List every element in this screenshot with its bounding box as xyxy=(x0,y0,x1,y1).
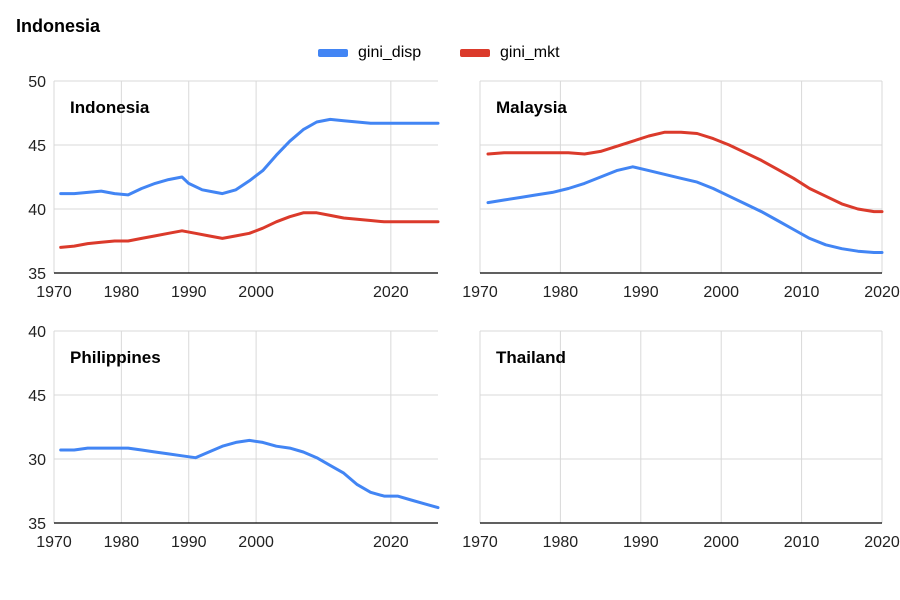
legend: gini_disp gini_mkt xyxy=(0,44,900,64)
series-line-malaysia-gini-disp xyxy=(486,165,884,254)
xtick-label-malaysia-4: 2010 xyxy=(784,284,820,301)
xtick-label-philippines-2: 1990 xyxy=(171,534,207,551)
xtick-label-indonesia-1: 1980 xyxy=(104,284,140,301)
xtick-label-thailand-3: 2000 xyxy=(703,534,739,551)
ytick-label-indonesia-3: 50 xyxy=(28,74,46,91)
panel-thailand: 1970 1980 1990 2000 2010 2020 Thailand xyxy=(462,330,900,551)
legend-item-gini-mkt[interactable]: gini_mkt xyxy=(460,44,560,62)
ytick-label-philippines-2: 45 xyxy=(28,388,46,405)
ytick-label-philippines-0: 35 xyxy=(28,516,46,533)
xtick-label-thailand-4: 2010 xyxy=(784,534,820,551)
legend-label-gini-mkt: gini_mkt xyxy=(500,44,560,61)
panel-label-malaysia: Malaysia xyxy=(496,98,567,117)
xtick-label-thailand-1: 1980 xyxy=(543,534,579,551)
xtick-label-philippines-4: 2020 xyxy=(373,534,409,551)
xtick-label-malaysia-5: 2020 xyxy=(864,284,900,301)
panel-philippines: 35 30 45 40 1970 1980 1990 2000 2020 Philippines xyxy=(28,324,440,551)
xtick-label-thailand-2: 1990 xyxy=(623,534,659,551)
ytick-label-philippines-1: 30 xyxy=(28,452,46,469)
legend-label-gini-disp: gini_disp xyxy=(358,44,422,61)
xtick-label-thailand-5: 2020 xyxy=(864,534,900,551)
xtick-label-malaysia-0: 1970 xyxy=(462,284,498,301)
xtick-label-malaysia-1: 1980 xyxy=(543,284,579,301)
xtick-label-indonesia-0: 1970 xyxy=(36,284,72,301)
xtick-label-philippines-3: 2000 xyxy=(238,534,274,551)
panel-indonesia: 35 40 45 50 1970 1980 1990 2000 2020 Indonesia xyxy=(28,74,440,301)
ytick-label-indonesia-1: 40 xyxy=(28,202,46,219)
legend-swatch-gini-disp xyxy=(318,49,348,57)
ytick-label-indonesia-0: 35 xyxy=(28,266,46,283)
series-line-malaysia-gini-mkt xyxy=(486,130,884,214)
xtick-label-indonesia-4: 2020 xyxy=(373,284,409,301)
ytick-label-indonesia-2: 45 xyxy=(28,138,46,155)
xtick-label-philippines-0: 1970 xyxy=(36,534,72,551)
ytick-label-philippines-3: 40 xyxy=(28,324,46,341)
page-title: Indonesia xyxy=(16,16,101,36)
xtick-label-philippines-1: 1980 xyxy=(104,534,140,551)
legend-item-gini-disp[interactable]: gini_disp xyxy=(318,44,421,62)
panel-label-indonesia: Indonesia xyxy=(70,98,150,117)
panel-malaysia: 1970 1980 1990 2000 2010 2020 Malaysia xyxy=(462,80,900,301)
xtick-label-indonesia-3: 2000 xyxy=(238,284,274,301)
series-line-indonesia-gini-mkt xyxy=(59,211,440,249)
panel-label-thailand: Thailand xyxy=(496,348,566,367)
panel-label-philippines: Philippines xyxy=(70,348,161,367)
xtick-label-thailand-0: 1970 xyxy=(462,534,498,551)
legend-swatch-gini-mkt xyxy=(460,49,490,57)
series-line-indonesia-gini-disp xyxy=(59,117,440,197)
xtick-label-malaysia-2: 1990 xyxy=(623,284,659,301)
series-line-philippines-gini-disp xyxy=(59,438,440,510)
xtick-label-indonesia-2: 1990 xyxy=(171,284,207,301)
xtick-label-malaysia-3: 2000 xyxy=(703,284,739,301)
